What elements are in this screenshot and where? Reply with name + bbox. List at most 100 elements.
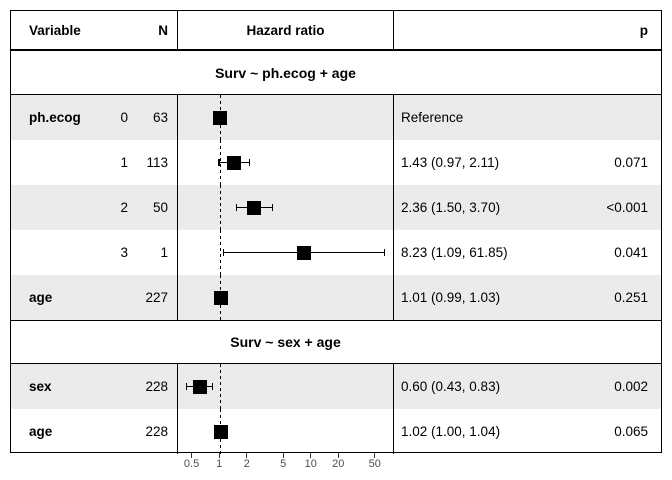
- x-axis-tick: [218, 453, 220, 458]
- variable-name: age: [29, 290, 53, 305]
- ci-cap: [383, 249, 385, 256]
- forest-plot-cell: [178, 409, 393, 454]
- x-axis-tick-label: 20: [332, 458, 345, 470]
- table-row: age 228 1.02 (1.00, 1.04) 0.065: [11, 409, 661, 454]
- section-title: Surv ~ sex + age: [230, 334, 341, 350]
- ci-cap: [185, 383, 188, 390]
- table-row: sex 228 0.60 (0.43, 0.83) 0.002: [11, 364, 661, 409]
- p-value: 0.071: [614, 155, 648, 170]
- forest-plot-cell: [178, 230, 393, 275]
- variable-level: [91, 275, 128, 320]
- section-header-row: Surv ~ sex + age: [11, 320, 661, 364]
- column-divider: [177, 230, 179, 275]
- column-divider: [393, 185, 395, 230]
- hazard-ratio-marker: [213, 424, 228, 439]
- variable-level: 0: [120, 110, 128, 125]
- table-body: Surv ~ ph.ecog + age ph.ecog 0 63 Reference 1…: [11, 51, 661, 454]
- hazard-ratio-marker: [213, 110, 228, 125]
- column-divider: [177, 140, 179, 185]
- x-axis-tick-label: 10: [304, 458, 317, 470]
- n-value: 227: [145, 290, 168, 305]
- n-value: 113: [146, 155, 168, 170]
- n-value: 50: [152, 200, 168, 215]
- estimate-text: 1.02 (1.00, 1.04): [401, 424, 501, 439]
- forest-table: Variable N Hazard ratio p Surv ~ ph.ecog…: [10, 10, 662, 454]
- variable-level: 3: [120, 245, 128, 260]
- hazard-ratio-marker: [192, 379, 207, 394]
- n-value: 1: [160, 245, 168, 260]
- reference-line: [219, 230, 221, 275]
- estimate-text: 1.43 (0.97, 2.11): [401, 155, 500, 170]
- p-value: 0.041: [614, 245, 648, 260]
- ci-cap: [212, 383, 214, 390]
- column-divider: [393, 11, 395, 49]
- hazard-ratio-marker: [227, 155, 242, 170]
- section-header-row: Surv ~ ph.ecog + age: [11, 51, 661, 95]
- p-value: 0.002: [614, 379, 648, 394]
- forest-plot-cell: [178, 95, 393, 140]
- variable-name: ph.ecog: [29, 110, 81, 125]
- section-title: Surv ~ ph.ecog + age: [215, 64, 356, 81]
- x-axis: 0.5 1 2 5 10 20 50: [177, 453, 392, 479]
- column-divider: [393, 275, 395, 320]
- table-row: 2 50 2.36 (1.50, 3.70) <0.001: [11, 185, 661, 230]
- n-value: 228: [145, 424, 168, 439]
- table-row: 1 113 1.43 (0.97, 2.11) 0.071: [11, 140, 661, 185]
- x-axis-tick-label: 5: [280, 458, 287, 470]
- ci-cap: [249, 159, 251, 166]
- ci-cap: [222, 249, 225, 256]
- table-row: age 227 1.01 (0.99, 1.03) 0.251: [11, 275, 661, 320]
- x-axis-tick-label: 1: [216, 458, 223, 470]
- forest-plot-cell: [178, 364, 393, 409]
- n-value: 63: [152, 110, 168, 125]
- p-value: [531, 95, 648, 140]
- forest-plot-cell: [178, 185, 393, 230]
- ci-cap: [235, 204, 237, 211]
- variable-name: sex: [29, 379, 52, 394]
- column-divider: [393, 140, 395, 185]
- table-row: ph.ecog 0 63 Reference: [11, 95, 661, 140]
- table-row: 3 1 8.23 (1.09, 61.85) 0.041: [11, 230, 661, 275]
- p-value: <0.001: [606, 200, 648, 215]
- x-axis-tick: [374, 453, 376, 458]
- column-divider: [393, 364, 395, 409]
- reference-line: [219, 185, 221, 230]
- p-value: 0.065: [614, 424, 648, 439]
- hazard-ratio-marker: [213, 290, 228, 305]
- x-axis-tick-label: 2: [243, 458, 250, 470]
- estimate-text: 8.23 (1.09, 61.85): [401, 245, 508, 260]
- column-divider: [393, 409, 395, 454]
- table-header-row: Variable N Hazard ratio p: [11, 11, 661, 51]
- column-divider: [177, 409, 179, 454]
- x-axis-tick: [246, 453, 248, 458]
- variable-level: [91, 409, 128, 454]
- hazard-ratio-marker: [247, 200, 262, 215]
- column-divider: [393, 95, 395, 140]
- column-divider: [393, 230, 395, 275]
- variable-level: 1: [120, 155, 128, 170]
- x-axis-tick-label: 50: [368, 458, 381, 470]
- reference-line: [219, 364, 221, 409]
- x-axis-tick: [190, 453, 193, 458]
- column-divider: [177, 364, 179, 409]
- estimate-text: 2.36 (1.50, 3.70): [401, 200, 501, 215]
- hazard-ratio-marker: [296, 245, 311, 260]
- variable-level: 2: [120, 200, 128, 215]
- x-axis-tick: [282, 453, 284, 458]
- ci-cap: [271, 204, 273, 211]
- variable-name: age: [29, 424, 53, 439]
- forest-plot-cell: [178, 275, 393, 320]
- n-value: 228: [145, 379, 168, 394]
- header-p: p: [639, 22, 648, 38]
- header-variable: Variable: [29, 22, 81, 38]
- column-divider: [177, 185, 179, 230]
- x-axis-tick: [310, 453, 312, 458]
- p-value: 0.251: [614, 290, 648, 305]
- ci-cap: [218, 159, 220, 166]
- column-divider: [177, 275, 179, 320]
- header-n: N: [158, 22, 168, 38]
- variable-level: [91, 364, 128, 409]
- estimate-text: 1.01 (0.99, 1.03): [401, 290, 501, 305]
- forest-plot-cell: [178, 140, 393, 185]
